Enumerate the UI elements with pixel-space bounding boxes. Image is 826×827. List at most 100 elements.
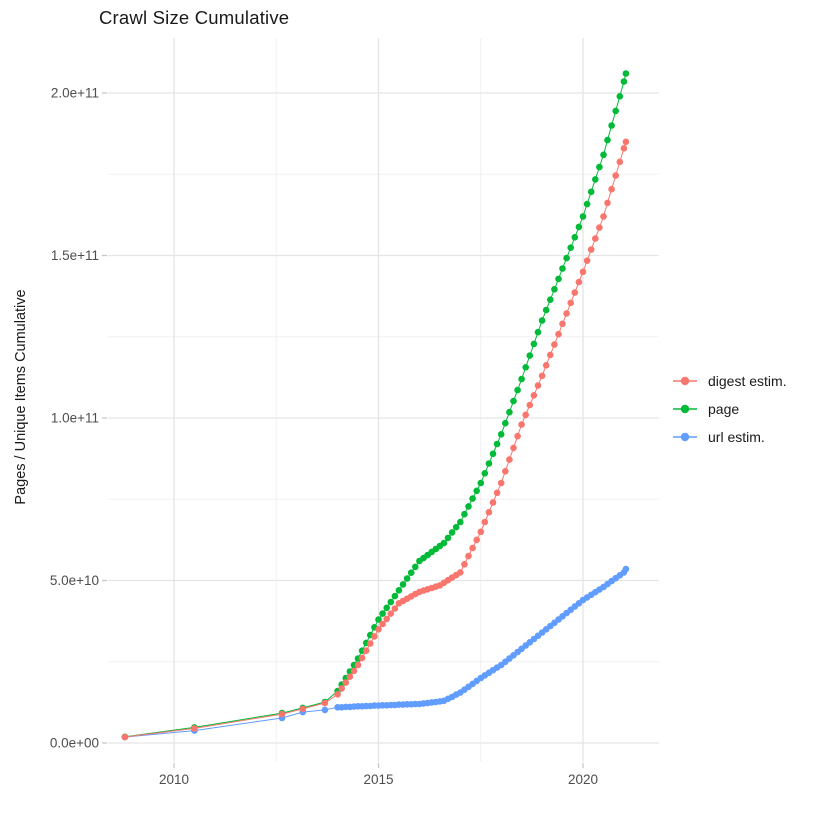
data-point-page bbox=[465, 503, 472, 510]
data-point-digest-estim- bbox=[600, 213, 607, 220]
data-point-page bbox=[489, 450, 497, 458]
legend-label: url estim. bbox=[708, 429, 765, 445]
data-point-digest-estim- bbox=[346, 673, 354, 680]
data-point-digest-estim- bbox=[358, 654, 366, 662]
legend: digest estim. page url estim. bbox=[672, 373, 787, 445]
data-point-digest-estim- bbox=[367, 640, 374, 647]
data-point-digest-estim- bbox=[485, 509, 493, 516]
data-point-page bbox=[493, 440, 501, 448]
data-point-digest-estim- bbox=[371, 633, 378, 640]
data-point-digest-estim- bbox=[514, 432, 521, 440]
legend-key-icon bbox=[673, 432, 697, 442]
data-point-page bbox=[575, 223, 583, 231]
data-point-page bbox=[477, 479, 485, 487]
x-axis-tick-label: 2010 bbox=[159, 772, 189, 787]
data-point-digest-estim- bbox=[510, 444, 517, 452]
data-point-digest-estim- bbox=[622, 138, 630, 146]
chart-title: Crawl Size Cumulative bbox=[99, 7, 290, 28]
data-point-digest-estim- bbox=[278, 710, 286, 718]
data-point-digest-estim- bbox=[534, 382, 542, 389]
y-axis-tick-label: 1.0e+11 bbox=[51, 411, 99, 426]
data-point-digest-estim- bbox=[481, 518, 489, 526]
data-point-digest-estim- bbox=[575, 278, 583, 286]
data-point-digest-estim- bbox=[604, 199, 611, 207]
data-point-page bbox=[395, 587, 403, 594]
legend-item-digest-estim-: digest estim. bbox=[672, 373, 787, 389]
data-point-digest-estim- bbox=[620, 145, 628, 152]
data-point-digest-estim- bbox=[563, 310, 570, 317]
data-point-page bbox=[452, 523, 460, 531]
data-point-page bbox=[506, 408, 513, 416]
data-point-page bbox=[534, 328, 542, 336]
data-point-page bbox=[375, 616, 382, 623]
x-axis-tick-label: 2015 bbox=[363, 772, 393, 787]
data-point-digest-estim- bbox=[350, 667, 358, 675]
y-axis-tick-label: 1.5e+11 bbox=[51, 248, 99, 263]
data-point-digest-estim- bbox=[375, 626, 382, 633]
data-point-digest-estim- bbox=[518, 421, 525, 428]
data-point-digest-estim- bbox=[608, 185, 615, 193]
data-point-digest-estim- bbox=[321, 699, 329, 707]
data-point-digest-estim- bbox=[538, 372, 546, 380]
data-point-digest-estim- bbox=[567, 299, 574, 307]
y-axis-tick-label: 5.0e+10 bbox=[50, 573, 99, 588]
data-point-digest-estim- bbox=[342, 679, 350, 686]
data-point-digest-estim- bbox=[299, 705, 307, 713]
data-point-digest-estim- bbox=[391, 605, 399, 612]
data-point-page bbox=[469, 495, 476, 502]
data-point-page bbox=[587, 188, 595, 196]
data-point-digest-estim- bbox=[354, 661, 362, 669]
data-point-digest-estim- bbox=[457, 569, 464, 576]
data-point-digest-estim- bbox=[465, 552, 472, 560]
data-point-url-estim- bbox=[321, 706, 329, 714]
data-point-digest-estim- bbox=[334, 691, 341, 698]
data-point-page bbox=[461, 510, 468, 518]
data-point-page bbox=[530, 340, 538, 348]
data-point-digest-estim- bbox=[583, 257, 591, 265]
data-point-page bbox=[555, 275, 562, 283]
data-point-page bbox=[448, 529, 456, 536]
data-point-page bbox=[502, 419, 509, 427]
y-axis-tick-label: 0.0e+00 bbox=[50, 736, 99, 751]
data-point-digest-estim- bbox=[489, 499, 497, 506]
data-point-digest-estim- bbox=[616, 158, 624, 166]
data-point-digest-estim- bbox=[579, 268, 587, 276]
data-point-digest-estim- bbox=[530, 392, 538, 399]
data-point-page bbox=[383, 604, 391, 612]
data-point-page bbox=[481, 470, 489, 477]
data-point-page bbox=[563, 254, 570, 262]
data-point-page bbox=[620, 78, 628, 85]
data-point-page bbox=[538, 317, 546, 324]
data-point-digest-estim- bbox=[559, 320, 566, 328]
data-point-digest-estim- bbox=[493, 489, 501, 497]
data-point-digest-estim- bbox=[596, 224, 603, 231]
series-line-digest-estim- bbox=[124, 141, 627, 738]
data-point-digest-estim- bbox=[542, 362, 550, 369]
data-point-page bbox=[473, 487, 481, 495]
data-point-page bbox=[387, 598, 395, 606]
data-point-digest-estim- bbox=[571, 289, 579, 296]
data-point-digest-estim- bbox=[497, 479, 505, 487]
legend-key-icon bbox=[673, 376, 697, 386]
legend-label: digest estim. bbox=[708, 373, 787, 389]
data-point-page bbox=[571, 234, 579, 241]
y-axis-tick-label: 2.0e+11 bbox=[51, 86, 99, 101]
data-point-digest-estim- bbox=[121, 733, 129, 741]
data-point-page bbox=[518, 375, 525, 383]
series-line-url-estim- bbox=[124, 568, 627, 738]
data-point-digest-estim- bbox=[592, 235, 599, 242]
data-point-page bbox=[497, 431, 505, 438]
data-point-page bbox=[407, 569, 415, 576]
data-point-page bbox=[391, 592, 399, 600]
data-point-digest-estim- bbox=[506, 456, 513, 463]
data-point-digest-estim- bbox=[547, 351, 554, 359]
data-point-page bbox=[485, 460, 493, 467]
data-point-page bbox=[559, 265, 566, 272]
data-point-page bbox=[579, 213, 587, 220]
data-point-page bbox=[616, 93, 624, 100]
data-point-digest-estim- bbox=[461, 561, 468, 568]
data-point-page bbox=[457, 518, 464, 526]
data-point-page bbox=[522, 364, 529, 371]
